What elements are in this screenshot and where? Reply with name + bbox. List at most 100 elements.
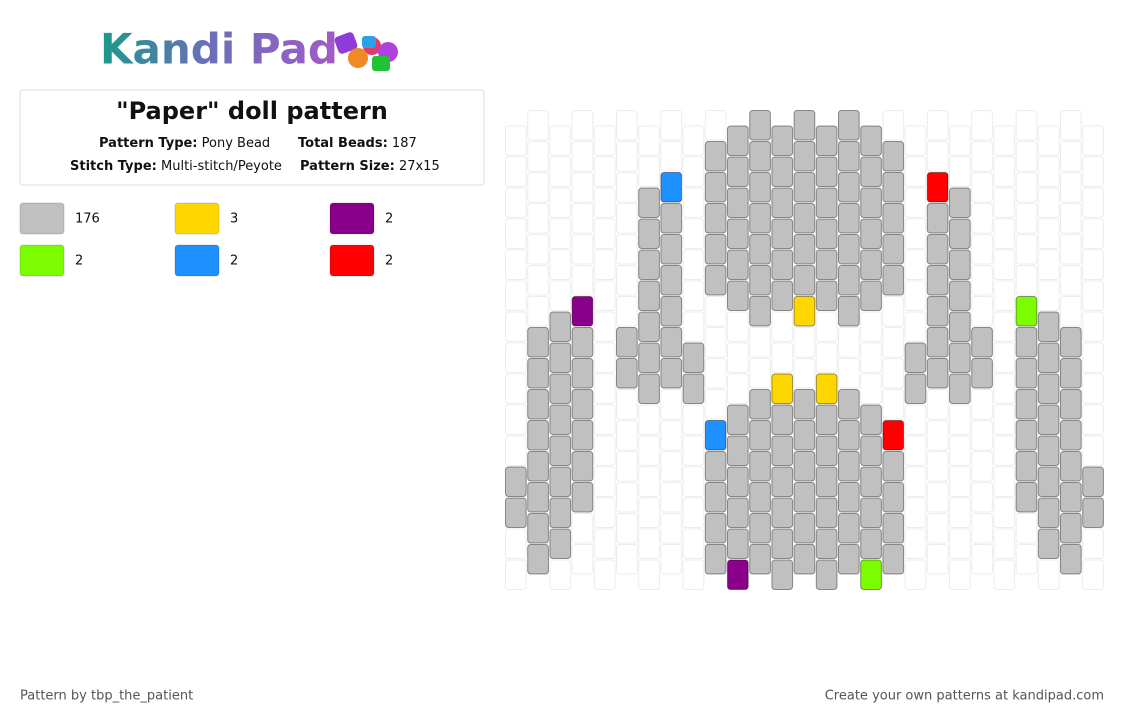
bead xyxy=(660,327,683,358)
bead xyxy=(838,451,860,482)
bead xyxy=(926,265,949,296)
empty-bead xyxy=(527,265,549,296)
bead xyxy=(549,342,572,373)
bead xyxy=(882,513,905,544)
legend: 176 3 2 2 2 2 xyxy=(19,202,393,277)
empty-bead xyxy=(971,265,993,296)
empty-bead xyxy=(1060,141,1082,172)
empty-bead xyxy=(1082,125,1104,156)
empty-bead xyxy=(749,358,771,389)
bead xyxy=(860,435,882,466)
legend-count: 2 xyxy=(385,212,393,227)
bead xyxy=(549,311,572,342)
empty-bead xyxy=(882,110,905,141)
bead xyxy=(527,544,549,575)
empty-bead xyxy=(682,311,705,342)
bead xyxy=(793,110,816,141)
bead xyxy=(727,559,749,590)
empty-bead xyxy=(660,420,683,451)
bead xyxy=(926,296,949,327)
bead xyxy=(638,187,660,218)
bead xyxy=(704,513,727,544)
bead xyxy=(771,218,794,249)
empty-bead xyxy=(549,156,572,187)
empty-bead xyxy=(505,342,527,373)
bead xyxy=(949,342,971,373)
bead xyxy=(882,265,905,296)
bead xyxy=(749,265,771,296)
bead xyxy=(815,497,838,528)
bead xyxy=(949,280,971,311)
logo[interactable]: Kandi Pad xyxy=(100,25,338,74)
empty-bead xyxy=(838,327,860,358)
empty-bead xyxy=(1015,513,1038,544)
empty-bead xyxy=(993,156,1016,187)
bead xyxy=(1037,404,1060,435)
empty-bead xyxy=(616,172,638,203)
empty-bead xyxy=(993,125,1016,156)
empty-bead xyxy=(549,187,572,218)
empty-bead xyxy=(971,296,993,327)
bead xyxy=(749,420,771,451)
bead xyxy=(904,373,927,404)
info-pattern-type: Pattern Type: Pony Bead xyxy=(99,136,270,151)
bead xyxy=(882,420,905,451)
bead xyxy=(771,187,794,218)
bead xyxy=(682,342,705,373)
empty-bead xyxy=(527,172,549,203)
bead xyxy=(505,466,527,497)
empty-bead xyxy=(926,451,949,482)
empty-bead xyxy=(616,141,638,172)
empty-bead xyxy=(1015,110,1038,141)
info-pattern-size: Pattern Size: 27x15 xyxy=(300,159,440,174)
bead xyxy=(749,141,771,172)
empty-bead xyxy=(593,435,616,466)
bead xyxy=(771,280,794,311)
legend-swatch xyxy=(329,244,375,277)
empty-bead xyxy=(882,296,905,327)
bead xyxy=(1060,420,1082,451)
bead xyxy=(949,218,971,249)
bead xyxy=(638,218,660,249)
bead xyxy=(926,203,949,234)
empty-bead xyxy=(993,249,1016,280)
bead xyxy=(793,389,816,420)
empty-bead xyxy=(549,280,572,311)
bead xyxy=(815,280,838,311)
empty-bead xyxy=(882,327,905,358)
bead xyxy=(571,296,594,327)
empty-bead xyxy=(638,497,660,528)
empty-bead xyxy=(971,513,993,544)
bead xyxy=(860,218,882,249)
empty-bead xyxy=(904,435,927,466)
bead xyxy=(838,234,860,265)
bead xyxy=(660,234,683,265)
footer-link[interactable]: Create your own patterns at kandipad.com xyxy=(825,689,1104,704)
empty-bead xyxy=(682,435,705,466)
empty-bead xyxy=(593,218,616,249)
bead xyxy=(749,544,771,575)
empty-bead xyxy=(638,466,660,497)
empty-bead xyxy=(704,358,727,389)
empty-bead xyxy=(593,528,616,559)
empty-bead xyxy=(993,187,1016,218)
empty-bead xyxy=(904,218,927,249)
bead xyxy=(1037,497,1060,528)
bead xyxy=(793,141,816,172)
bead xyxy=(749,172,771,203)
empty-bead xyxy=(949,404,971,435)
bead xyxy=(727,497,749,528)
empty-bead xyxy=(616,451,638,482)
legend-count: 3 xyxy=(230,212,238,227)
empty-bead xyxy=(593,559,616,590)
empty-bead xyxy=(1060,110,1082,141)
empty-bead xyxy=(1037,559,1060,590)
empty-bead xyxy=(771,342,794,373)
empty-bead xyxy=(904,528,927,559)
empty-bead xyxy=(571,110,594,141)
empty-bead xyxy=(593,342,616,373)
legend-count: 176 xyxy=(75,212,100,227)
bead xyxy=(793,451,816,482)
empty-bead xyxy=(993,404,1016,435)
